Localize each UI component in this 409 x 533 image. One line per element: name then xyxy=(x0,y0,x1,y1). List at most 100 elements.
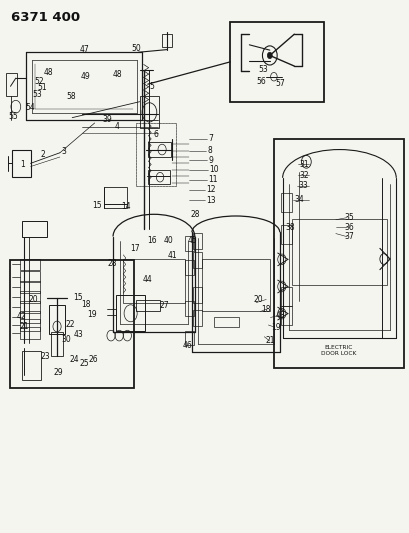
Bar xyxy=(147,142,171,157)
Bar xyxy=(20,259,40,270)
Text: 50: 50 xyxy=(131,44,141,53)
Bar xyxy=(22,351,40,380)
Text: 5: 5 xyxy=(149,82,154,91)
Text: 7: 7 xyxy=(208,134,213,143)
Bar xyxy=(12,150,30,177)
Text: 4: 4 xyxy=(114,122,119,131)
Text: 58: 58 xyxy=(66,92,76,101)
Text: 10: 10 xyxy=(209,165,218,174)
Text: 43: 43 xyxy=(73,330,83,339)
Bar xyxy=(184,236,193,251)
Text: 28: 28 xyxy=(108,259,117,268)
Bar xyxy=(20,311,40,323)
Text: 36: 36 xyxy=(344,223,354,232)
Text: 46: 46 xyxy=(182,341,192,350)
Text: 6371 400: 6371 400 xyxy=(11,11,80,24)
Text: 1: 1 xyxy=(20,160,25,169)
Bar xyxy=(139,96,159,128)
Text: 13: 13 xyxy=(205,196,215,205)
Text: 2: 2 xyxy=(40,150,45,159)
Bar xyxy=(6,72,17,96)
Bar xyxy=(162,34,172,47)
Bar xyxy=(280,225,291,244)
Bar xyxy=(214,317,238,327)
Text: 43: 43 xyxy=(274,311,284,320)
Text: 22: 22 xyxy=(65,320,74,329)
Text: 33: 33 xyxy=(297,181,307,190)
Text: 28: 28 xyxy=(190,210,200,219)
Bar xyxy=(20,291,40,303)
Text: 39: 39 xyxy=(102,115,112,124)
Text: 29: 29 xyxy=(54,368,63,377)
Bar xyxy=(123,259,184,303)
Bar xyxy=(184,301,193,316)
Text: 48: 48 xyxy=(113,70,122,78)
Text: 12: 12 xyxy=(205,185,215,195)
Bar xyxy=(280,287,291,306)
Text: 42: 42 xyxy=(17,312,27,321)
Text: 32: 32 xyxy=(298,171,308,180)
Bar xyxy=(192,310,201,326)
Text: 52: 52 xyxy=(34,77,44,86)
Text: 31: 31 xyxy=(298,160,308,169)
Bar xyxy=(192,233,201,249)
Text: 20: 20 xyxy=(28,295,38,304)
Text: 41: 41 xyxy=(167,252,177,260)
Bar xyxy=(192,287,201,303)
Text: 35: 35 xyxy=(344,213,354,222)
Text: 15: 15 xyxy=(73,293,83,302)
Bar xyxy=(20,281,40,293)
Bar xyxy=(192,252,201,268)
Text: 26: 26 xyxy=(88,354,98,364)
Text: 47: 47 xyxy=(79,45,89,54)
Text: 21: 21 xyxy=(265,336,274,345)
Bar xyxy=(20,301,40,313)
Bar xyxy=(291,220,386,286)
Bar xyxy=(280,193,291,212)
Bar xyxy=(20,271,40,282)
Text: 11: 11 xyxy=(208,175,217,184)
Bar xyxy=(135,123,176,185)
Text: 20: 20 xyxy=(253,295,262,304)
Text: 53: 53 xyxy=(32,90,42,99)
Text: 24: 24 xyxy=(69,354,79,364)
Text: 19: 19 xyxy=(87,310,97,319)
Bar xyxy=(273,139,402,368)
Text: 53: 53 xyxy=(258,66,267,74)
Text: 56: 56 xyxy=(256,77,265,86)
Text: 6: 6 xyxy=(153,130,158,139)
Text: 14: 14 xyxy=(121,203,130,212)
Text: 18: 18 xyxy=(81,300,91,309)
Bar xyxy=(184,260,193,275)
Bar xyxy=(147,170,170,183)
Bar xyxy=(230,22,324,102)
Bar xyxy=(20,319,40,331)
Bar xyxy=(51,332,63,356)
Bar xyxy=(135,300,160,311)
Bar xyxy=(135,123,176,185)
Text: 57: 57 xyxy=(274,79,284,88)
Text: 55: 55 xyxy=(8,111,18,120)
Text: 17: 17 xyxy=(130,244,140,253)
Text: 30: 30 xyxy=(61,335,71,344)
Text: 16: 16 xyxy=(146,237,156,246)
Text: 8: 8 xyxy=(207,146,211,155)
Text: 3: 3 xyxy=(61,147,66,156)
Bar xyxy=(10,260,134,387)
Bar xyxy=(103,187,127,208)
Bar xyxy=(116,295,145,332)
Bar xyxy=(20,327,40,339)
Circle shape xyxy=(267,52,272,59)
Text: 25: 25 xyxy=(79,359,89,368)
Bar xyxy=(49,305,65,334)
Text: 38: 38 xyxy=(285,223,295,232)
Bar xyxy=(202,260,269,311)
Text: 54: 54 xyxy=(25,103,35,112)
Text: 21: 21 xyxy=(19,321,29,330)
Text: 15: 15 xyxy=(92,201,101,211)
Text: 34: 34 xyxy=(293,195,303,204)
Text: 27: 27 xyxy=(159,301,169,310)
Text: 37: 37 xyxy=(344,232,354,241)
Text: 51: 51 xyxy=(37,83,47,92)
Bar xyxy=(184,330,193,345)
